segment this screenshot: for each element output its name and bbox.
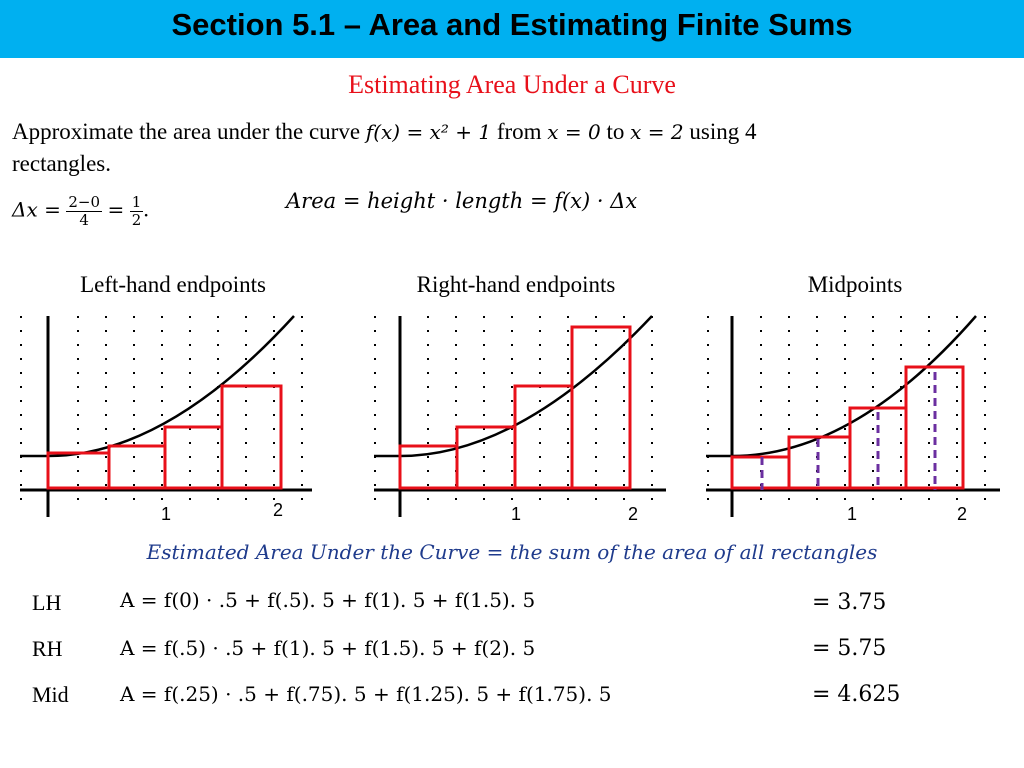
rectangle: [513, 384, 574, 490]
numerator: 2−0: [66, 193, 102, 212]
curve: [20, 315, 295, 458]
dot-grid: [20, 316, 303, 512]
fraction: 2−0 4: [66, 194, 102, 229]
tick-label-1: 1: [161, 504, 171, 524]
rectangle: [163, 425, 224, 490]
tick-label-1: 1: [847, 504, 857, 524]
tick-label-1: 1: [511, 504, 521, 524]
lh-result: = 3.75: [812, 590, 887, 615]
midpoint-lines: [760, 372, 937, 490]
rh-formula: A = f(.5) · .5 + f(1). 5 + f(1.5). 5 + f…: [120, 636, 536, 660]
rectangle: [455, 425, 517, 490]
rh-result: = 5.75: [812, 636, 887, 661]
mid-result: = 4.625: [812, 682, 901, 707]
problem-text: to: [600, 119, 631, 144]
period: .: [143, 196, 149, 222]
mid-label: Mid: [32, 682, 69, 707]
lh-formula: A = f(0) · .5 + f(.5). 5 + f(1). 5 + f(1…: [120, 588, 536, 612]
section-subtitle: Estimating Area Under a Curve: [348, 70, 676, 99]
rectangle: [570, 325, 632, 490]
problem-statement: Approximate the area under the curve f(x…: [12, 116, 1012, 180]
function-expression: f(x) = x² + 1: [365, 120, 492, 144]
lh-label: LH: [32, 590, 62, 615]
tick-label-2: 2: [273, 500, 283, 520]
rectangle: [904, 365, 965, 490]
rectangle: [220, 384, 283, 490]
mid-formula: A = f(.25) · .5 + f(.75). 5 + f(1.25). 5…: [120, 682, 612, 706]
dot-grid: [707, 316, 986, 512]
summary-statement: Estimated Area Under the Curve = the sum…: [146, 540, 878, 564]
right-hand-label: Right-hand endpoints: [416, 272, 616, 297]
title-bar: Section 5.1 – Area and Estimating Finite…: [0, 0, 1024, 58]
denominator: 2: [131, 211, 142, 229]
midpoints-label: Midpoints: [807, 272, 903, 297]
page-title: Section 5.1 – Area and Estimating Finite…: [171, 7, 853, 42]
left-hand-graph: 1 2: [20, 315, 312, 524]
right-hand-graph: 1 2: [374, 315, 666, 524]
upper-bound: x = 2: [630, 120, 684, 144]
problem-text: rectangles.: [12, 151, 111, 176]
numerator: 1: [129, 193, 144, 212]
problem-text: from: [491, 119, 548, 144]
dot-grid: [374, 316, 653, 512]
area-formula: Area = height · length = f(x) · Δx: [286, 189, 638, 213]
rh-label: RH: [32, 636, 63, 661]
delta-x-lhs: Δx =: [12, 197, 61, 222]
tick-label-2: 2: [957, 504, 967, 524]
problem-text: Approximate the area under the curve: [12, 119, 366, 144]
midpoint-graph: 1 2: [706, 315, 1000, 524]
rectangle: [398, 444, 459, 490]
equals-sign: =: [107, 197, 125, 222]
problem-text: using 4: [683, 119, 757, 144]
curve: [706, 315, 977, 458]
rectangle: [107, 444, 167, 490]
tick-label-2: 2: [628, 504, 638, 524]
lower-bound: x = 0: [547, 120, 601, 144]
denominator: 4: [79, 211, 89, 229]
left-hand-label: Left-hand endpoints: [80, 272, 266, 297]
